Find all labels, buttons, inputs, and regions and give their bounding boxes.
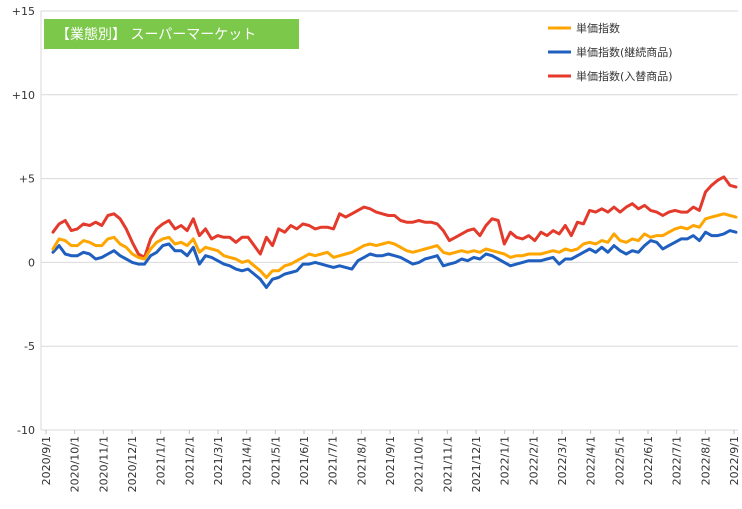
y-tick-label: 0 [28,256,35,269]
x-tick-label: 2022/1/1 [499,436,512,485]
x-tick-label: 2022/6/1 [642,436,655,485]
x-tick-label: 2022/8/1 [699,436,712,485]
x-tick-label: 2021/1/1 [155,436,168,485]
chart-title: 【業態別】 スーパーマーケット [44,19,299,49]
x-tick-label: 2021/12/1 [470,436,483,492]
y-tick-label: +15 [12,5,35,18]
x-tick-label: 2021/8/1 [355,436,368,485]
y-tick-label: -10 [17,424,35,437]
chart-title-text: 【業態別】 スーパーマーケット [56,27,256,43]
x-tick-label: 2022/4/1 [585,436,598,485]
x-tick-label: 2021/6/1 [298,436,311,485]
x-tick-label: 2020/9/1 [40,436,53,485]
legend-label: 単価指数(継続商品) [576,45,673,59]
legend-item: 単価指数(継続商品) [548,45,673,59]
x-tick-label: 2022/9/1 [728,436,741,485]
y-tick-label: +5 [19,173,35,186]
legend-item: 単価指数(入替商品) [548,69,673,83]
legend-label: 単価指数(入替商品) [576,69,673,83]
series-line [51,229,738,289]
chart-title-background [44,19,299,49]
x-tick-label: 2020/12/1 [126,436,139,492]
x-tick-label: 2021/5/1 [269,436,282,485]
legend-item: 単価指数 [548,21,620,35]
x-tick-label: 2021/7/1 [327,436,340,485]
y-axis-ticks: +15 +10 +5 0 -5 -10 [12,5,35,437]
y-tick-label: +10 [12,89,35,102]
x-tick-label: 2021/2/1 [183,436,196,485]
x-tick-label: 2021/10/1 [413,436,426,492]
x-axis-ticks: 2020/9/1 2020/10/1 2020/11/1 2020/12/1 2021/… [40,430,741,492]
x-tick-label: 2021/9/1 [384,436,397,485]
series-line [51,175,738,259]
x-tick-label: 2021/3/1 [212,436,225,485]
x-tick-label: 2021/4/1 [241,436,254,485]
x-tick-label: 2020/11/1 [97,436,110,492]
x-tick-label: 2022/5/1 [613,436,626,485]
series-lines [51,175,738,289]
x-tick-label: 2021/11/1 [441,436,454,492]
x-tick-label: 2022/7/1 [671,436,684,485]
series-line [51,212,738,279]
y-tick-label: -5 [24,340,35,353]
legend-label: 単価指数 [576,21,620,35]
x-tick-label: 2022/2/1 [527,436,540,485]
x-tick-label: 2022/3/1 [556,436,569,485]
x-tick-label: 2020/10/1 [69,436,82,492]
